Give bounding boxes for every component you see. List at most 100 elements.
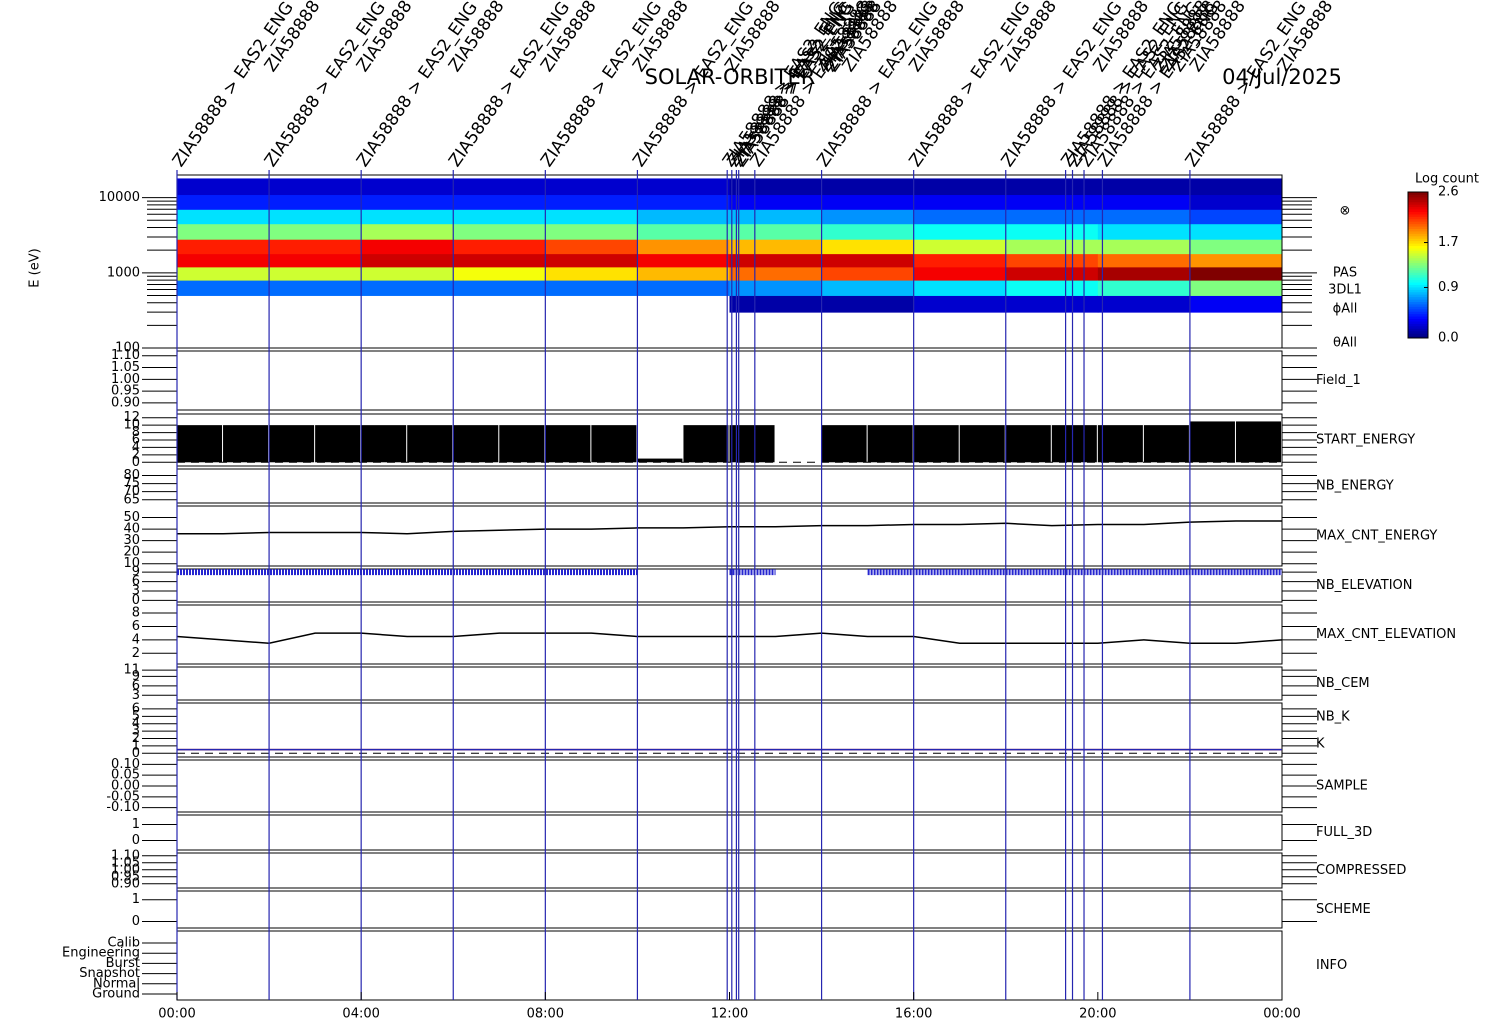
colorbar-cell <box>1408 316 1428 320</box>
panel-frame <box>176 852 1283 889</box>
heat-cell <box>821 223 915 240</box>
colorbar-cell <box>1408 333 1428 337</box>
panel-label: MAX_CNT_ELEVATION <box>1316 627 1456 642</box>
heat-cell <box>821 194 915 210</box>
colorbar-cell <box>1408 323 1428 327</box>
y-tick-label: 0 <box>132 455 140 470</box>
colorbar-cell <box>1408 291 1428 295</box>
y-tick-label: 0.00 <box>111 779 140 794</box>
y-tick-label: 12 <box>123 410 140 425</box>
legend-label: K <box>1316 737 1325 752</box>
y-tick-label: 80 <box>123 468 140 483</box>
heat-cell <box>269 239 362 255</box>
heat-cell <box>453 239 546 255</box>
colorbar-cell <box>1408 245 1428 249</box>
heat-cell <box>361 266 454 281</box>
y-tick-label: 4 <box>132 716 140 731</box>
heat-cell <box>177 253 270 268</box>
heat-cell <box>545 280 638 296</box>
bar <box>545 425 591 463</box>
y-tick-label: 0 <box>132 746 140 761</box>
colorbar-cell <box>1408 233 1428 237</box>
colorbar-cell <box>1408 267 1428 271</box>
heat-cell <box>1189 280 1283 296</box>
heat-cell <box>361 280 454 296</box>
colorbar-cell <box>1408 279 1428 283</box>
heat-cell <box>913 253 1007 268</box>
y-tick-label: 8 <box>132 425 140 440</box>
heat-cell <box>1005 266 1099 281</box>
heat-cell <box>361 253 454 268</box>
colorbar-cell <box>1408 328 1428 332</box>
bar <box>683 425 729 463</box>
category-label: Engineering <box>62 946 140 961</box>
bar <box>1005 425 1051 463</box>
y-tick-label: 1 <box>132 892 140 907</box>
bar <box>1097 425 1143 463</box>
y-tick-label: 100 <box>115 341 140 356</box>
y-tick-label: 1000 <box>107 265 140 280</box>
heat-cell <box>361 178 454 196</box>
colorbar-cell <box>1408 247 1428 251</box>
heat-cell <box>821 178 915 196</box>
heat-cell <box>1005 223 1099 240</box>
category-label: Ground <box>92 987 140 1002</box>
heat-cell <box>453 223 546 240</box>
heat-cell <box>1005 253 1099 268</box>
panel-label: INFO <box>1316 958 1347 973</box>
y-tick-label: 1.00 <box>111 862 140 877</box>
panel-label: START_ENERGY <box>1316 433 1415 448</box>
colorbar-cell <box>1408 289 1428 293</box>
bar <box>1235 421 1281 463</box>
colorbar-cell <box>1408 218 1428 222</box>
panel-label: SAMPLE <box>1316 779 1368 794</box>
bar <box>499 425 545 463</box>
colorbar-cell <box>1408 301 1428 305</box>
colorbar-tick-label: 0.9 <box>1438 280 1459 295</box>
bar <box>407 425 453 463</box>
heat-cell <box>269 194 362 210</box>
bar <box>637 458 683 463</box>
panel-label: Field_1 <box>1316 373 1361 388</box>
colorbar-cell <box>1408 325 1428 329</box>
colorbar-tick-label: 0.0 <box>1438 331 1459 346</box>
heat-cell <box>269 223 362 240</box>
heat-cell <box>545 209 638 225</box>
colorbar-cell <box>1408 255 1428 259</box>
heat-cell <box>1005 239 1099 255</box>
y-tick-label: 20 <box>123 545 140 560</box>
heat-cell <box>913 295 1007 313</box>
colorbar-cell <box>1408 274 1428 278</box>
bar <box>269 425 315 463</box>
colorbar-cell <box>1408 206 1428 210</box>
heat-cell <box>453 266 546 281</box>
heat-cell <box>177 178 270 196</box>
colorbar-cell <box>1408 194 1428 198</box>
heat-cell <box>913 280 1007 296</box>
heat-cell <box>1189 223 1283 240</box>
colorbar-cell <box>1408 284 1428 288</box>
colorbar-cell <box>1408 209 1428 212</box>
panel-label: COMPRESSED <box>1316 863 1406 878</box>
bar <box>867 425 913 463</box>
bar <box>959 425 1005 463</box>
colorbar-cell <box>1408 303 1428 307</box>
colorbar-cell <box>1408 196 1428 200</box>
heat-cell <box>361 223 454 240</box>
colorbar-cell <box>1408 230 1428 234</box>
heat-cell <box>177 266 270 281</box>
heat-cell <box>1189 253 1283 268</box>
heat-cell <box>1005 209 1099 225</box>
heat-cell <box>1097 295 1191 313</box>
heat-cell <box>913 239 1007 255</box>
colorbar-cell <box>1408 250 1428 254</box>
colorbar-cell <box>1408 330 1428 334</box>
heat-cell <box>1005 178 1099 196</box>
heat-cell <box>1097 280 1191 296</box>
colorbar-cell <box>1408 318 1428 322</box>
heat-cell <box>1189 194 1283 210</box>
bar <box>315 425 361 463</box>
x-tick-label: 16:00 <box>895 1007 932 1020</box>
